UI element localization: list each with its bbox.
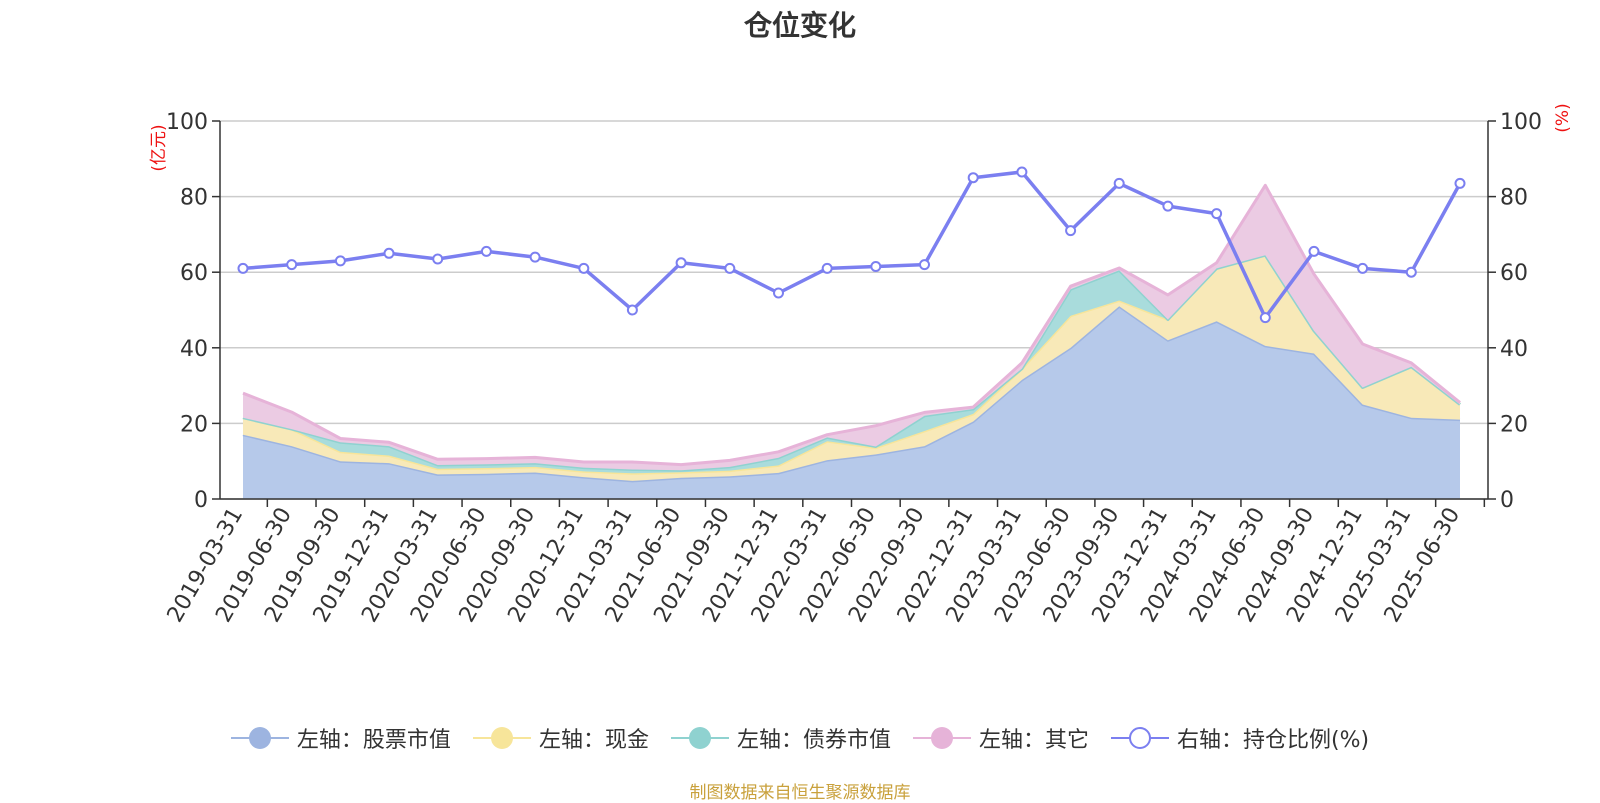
legend-label-bond: 左轴：债券市值 (736, 728, 891, 753)
left-axis-unit: (亿元) (149, 124, 169, 171)
ratio-point (286, 259, 298, 271)
ratio-point (626, 304, 638, 316)
position-chart: 020406080100020406080100(亿元)(%)2019-03-3… (149, 103, 1573, 626)
chart-title: 仓位变化 (743, 9, 856, 42)
ratio-point (870, 261, 882, 272)
legend-marker-ratio-icon (1110, 724, 1169, 752)
left-tick-label: 80 (180, 186, 208, 211)
area-line-series-3 (242, 183, 1461, 467)
ratio-point (237, 262, 249, 274)
ratio-line (242, 170, 1462, 320)
ratio-point (480, 245, 492, 257)
ratio-point (432, 253, 444, 265)
right-tick-label: 60 (1500, 261, 1528, 286)
area-series-0 (243, 306, 1460, 499)
ratio-point (1357, 262, 1369, 274)
right-tick-label: 0 (1500, 488, 1514, 513)
legend-marker-bond-icon (670, 724, 729, 752)
legend-marker-other-icon (912, 724, 971, 752)
legend-item-other[interactable]: 左轴：其它 (912, 722, 1089, 754)
legend-label-other: 左轴：其它 (978, 728, 1089, 753)
legend-label-stock: 左轴：股票市值 (296, 728, 451, 753)
ratio-point (1065, 225, 1077, 237)
ratio-point (578, 262, 590, 274)
ratio-point (1259, 312, 1271, 324)
right-axis-unit: (%) (1553, 103, 1573, 132)
ratio-point (334, 255, 346, 267)
left-tick-label: 20 (180, 412, 208, 437)
ratio-point (1308, 245, 1320, 257)
right-tick-label: 40 (1500, 337, 1528, 362)
legend-marker-stock-icon (230, 724, 289, 752)
right-tick-label: 20 (1500, 412, 1528, 437)
ratio-point (1113, 177, 1125, 189)
source-note: 制图数据来自恒生聚源数据库 (689, 783, 911, 803)
left-tick-label: 100 (166, 110, 208, 135)
ratio-point (1405, 266, 1417, 278)
left-tick-label: 60 (180, 261, 208, 286)
chart-legend[interactable]: 左轴：股票市值 左轴：现金 左轴：债券市值 左轴：其它 右轴：持仓比例(%) (0, 722, 1600, 754)
ratio-point (773, 287, 784, 299)
legend-item-stock[interactable]: 左轴：股票市值 (230, 722, 451, 754)
ratio-point (675, 257, 687, 269)
legend-item-bond[interactable]: 左轴：债券市值 (670, 722, 891, 754)
ratio-point (529, 251, 541, 263)
ratio-point (967, 172, 979, 184)
legend-item-cash[interactable]: 左轴：现金 (472, 722, 649, 754)
ratio-point (724, 262, 736, 274)
ratio-point (1211, 208, 1223, 220)
ratio-point (383, 247, 395, 259)
ratio-point (821, 262, 833, 274)
right-tick-label: 100 (1500, 110, 1542, 135)
right-tick-label: 80 (1500, 186, 1528, 211)
area-series-2 (243, 255, 1460, 474)
ratio-point (919, 259, 930, 271)
ratio-point (1016, 166, 1028, 178)
area-series-1 (243, 255, 1460, 481)
legend-label-ratio: 右轴：持仓比例(%) (1176, 728, 1370, 753)
legend-label-cash: 左轴：现金 (538, 728, 649, 753)
ratio-point (1454, 177, 1466, 189)
legend-marker-cash-icon (472, 724, 531, 752)
left-tick-label: 0 (194, 488, 208, 513)
legend-item-ratio[interactable]: 右轴：持仓比例(%) (1110, 722, 1370, 754)
left-tick-label: 40 (180, 337, 208, 362)
ratio-point (1162, 200, 1174, 212)
